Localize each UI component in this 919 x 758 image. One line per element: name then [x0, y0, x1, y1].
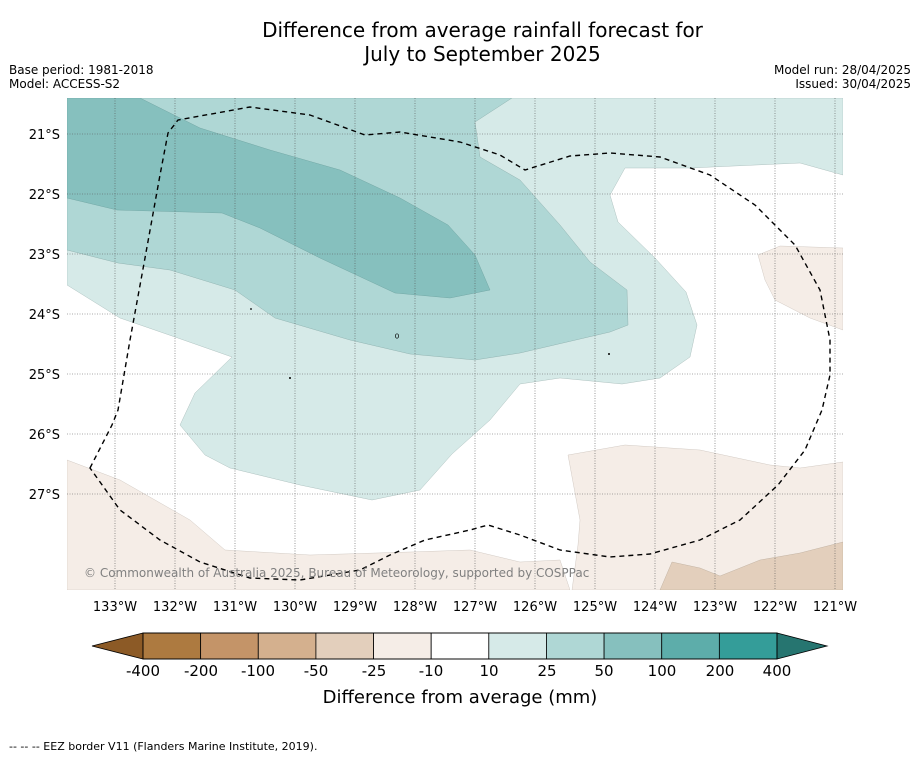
dry-region-east: [757, 245, 843, 331]
island-marker: [289, 377, 291, 379]
dry-region-corner: [659, 541, 843, 590]
colorbar-tick: -400: [126, 662, 160, 680]
colorbar-cell: [603, 632, 663, 660]
colorbar-tick: -10: [419, 662, 444, 680]
island-marker: [395, 333, 399, 339]
gridlines: [67, 98, 843, 590]
colorbar-tick: 400: [763, 662, 792, 680]
colorbar-cell: [546, 632, 605, 660]
map-background: [67, 98, 843, 590]
colorbar-tick: 25: [537, 662, 556, 680]
model-run: Model run: 28/04/2025: [773, 63, 911, 77]
model-name: Model: ACCESS-S2: [9, 77, 121, 91]
lon-label: 124°W: [633, 600, 677, 615]
wet-region-25-50: [67, 98, 629, 361]
dry-region-southwest: [67, 459, 571, 590]
copyright-text: © Commonwealth of Australia 2025, Bureau…: [84, 566, 589, 580]
title-line-1: Difference from average rainfall forecas…: [262, 18, 703, 42]
meta-left: Base period: 1981-2018 Model: ACCESS-S2: [9, 63, 154, 91]
lat-label: 24°S: [29, 308, 60, 323]
eez-border: [89, 106, 831, 581]
colorbar-tick: -100: [241, 662, 275, 680]
colorbar-cell: [373, 632, 432, 660]
colorbar-cell: [142, 632, 202, 660]
colorbar-tick: 10: [479, 662, 498, 680]
lat-label: 25°S: [29, 368, 60, 383]
map-area: © Commonwealth of Australia 2025, Bureau…: [67, 98, 843, 590]
colorbar-cell: [257, 632, 317, 660]
wet-region-50-100: [67, 98, 491, 299]
title-line-2: July to September 2025: [364, 42, 601, 66]
lat-label: 22°S: [29, 188, 60, 203]
wet-region-10-25: [67, 98, 843, 501]
base-period: Base period: 1981-2018: [9, 63, 154, 77]
lat-label: 23°S: [29, 248, 60, 263]
lon-label: 129°W: [333, 600, 377, 615]
lon-label: 123°W: [693, 600, 737, 615]
colorbar-tick: -200: [184, 662, 218, 680]
eez-footnote: -- -- -- EEZ border V11 (Flanders Marine…: [9, 740, 318, 753]
chart-title: Difference from average rainfall forecas…: [0, 18, 919, 66]
lon-label: 132°W: [153, 600, 197, 615]
colorbar-tick: -25: [362, 662, 387, 680]
island-marker: [608, 353, 610, 355]
colorbar-cell: [200, 632, 259, 660]
colorbar-cells: [142, 632, 778, 660]
colorbar-title: Difference from average (mm): [323, 687, 598, 708]
lon-label: 126°W: [513, 600, 557, 615]
meta-right: Model run: 28/04/2025 Issued: 30/04/2025: [774, 63, 911, 91]
colorbar-tick: 100: [648, 662, 677, 680]
colorbar-tick: 50: [594, 662, 613, 680]
lon-label: 121°W: [813, 600, 857, 615]
lon-label: 125°W: [573, 600, 617, 615]
colorbar-ticks: -400 -200 -100 -50 -25 -10 10 25 50 100 …: [126, 662, 791, 680]
colorbar-cell: [488, 632, 547, 660]
lon-labels: 133°W 132°W 131°W 130°W 129°W 128°W 127°…: [93, 600, 857, 615]
lon-label: 131°W: [213, 600, 257, 615]
colorbar-high-extend: [776, 632, 829, 660]
lon-label: 127°W: [453, 600, 497, 615]
lat-labels: 21°S 22°S 23°S 24°S 25°S 26°S 27°S: [29, 128, 60, 503]
colorbar-tick: -50: [304, 662, 329, 680]
lon-label: 128°W: [393, 600, 437, 615]
colorbar-frame: [142, 632, 778, 660]
colorbar: [91, 632, 829, 660]
colorbar-tick: 200: [706, 662, 735, 680]
lon-label: 130°W: [273, 600, 317, 615]
lon-label: 122°W: [753, 600, 797, 615]
dry-region-southeast: [567, 444, 843, 590]
islands: [250, 308, 610, 379]
colorbar-cell: [718, 632, 778, 660]
lat-label: 21°S: [29, 128, 60, 143]
issued-date: Issued: 30/04/2025: [795, 77, 911, 91]
colorbar-cell: [315, 632, 374, 660]
colorbar-cell: [430, 632, 490, 660]
island-marker: [250, 308, 252, 310]
colorbar-cell: [661, 632, 720, 660]
lat-label: 27°S: [29, 488, 60, 503]
colorbar-low-extend: [91, 632, 144, 660]
lat-label: 26°S: [29, 428, 60, 443]
lon-label: 133°W: [93, 600, 137, 615]
